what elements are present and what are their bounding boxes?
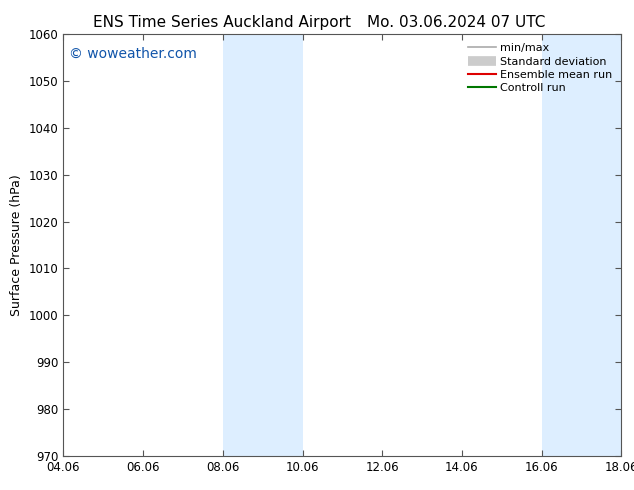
Text: ENS Time Series Auckland Airport: ENS Time Series Auckland Airport xyxy=(93,15,351,30)
Bar xyxy=(541,34,621,456)
Text: Mo. 03.06.2024 07 UTC: Mo. 03.06.2024 07 UTC xyxy=(367,15,546,30)
Text: © woweather.com: © woweather.com xyxy=(69,47,197,61)
Legend: min/max, Standard deviation, Ensemble mean run, Controll run: min/max, Standard deviation, Ensemble me… xyxy=(465,40,616,97)
Y-axis label: Surface Pressure (hPa): Surface Pressure (hPa) xyxy=(10,174,23,316)
Bar xyxy=(223,34,302,456)
